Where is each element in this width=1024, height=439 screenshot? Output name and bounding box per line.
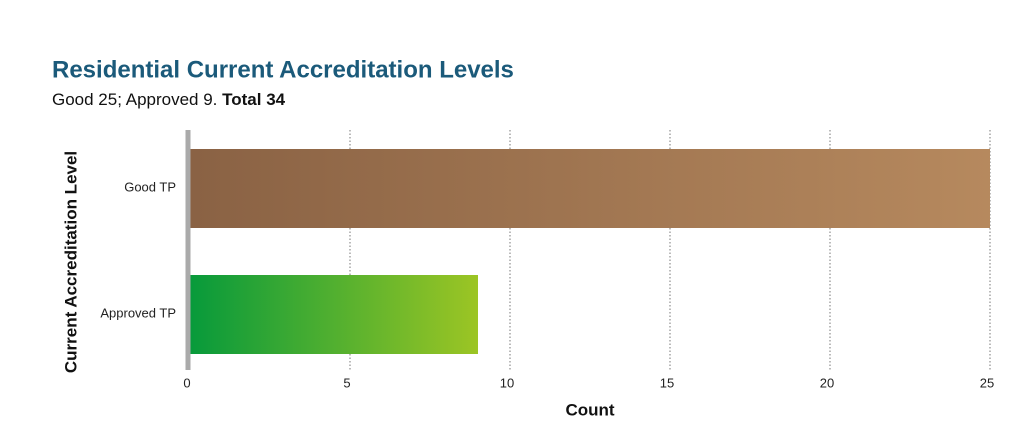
subtitle-text: Good 25; Approved 9. bbox=[52, 90, 217, 109]
subtitle-total: Total 34 bbox=[222, 90, 286, 109]
y-tick-label: Good TP bbox=[124, 179, 176, 194]
y-axis-label: Current Accreditation Level bbox=[61, 151, 80, 373]
y-tick-label: Approved TP bbox=[100, 305, 176, 320]
chart-subtitle: Good 25; Approved 9. Total 34 bbox=[52, 90, 286, 109]
bar bbox=[190, 149, 990, 228]
x-tick-label: 5 bbox=[343, 375, 350, 390]
x-tick-label: 20 bbox=[820, 375, 834, 390]
bar bbox=[190, 275, 478, 354]
chart-title: Residential Current Accreditation Levels bbox=[52, 56, 514, 83]
x-axis-label: Count bbox=[565, 400, 614, 419]
x-tick-label: 25 bbox=[980, 375, 994, 390]
x-tick-label: 10 bbox=[500, 375, 514, 390]
x-tick-label: 0 bbox=[183, 375, 190, 390]
x-tick-label: 15 bbox=[660, 375, 674, 390]
